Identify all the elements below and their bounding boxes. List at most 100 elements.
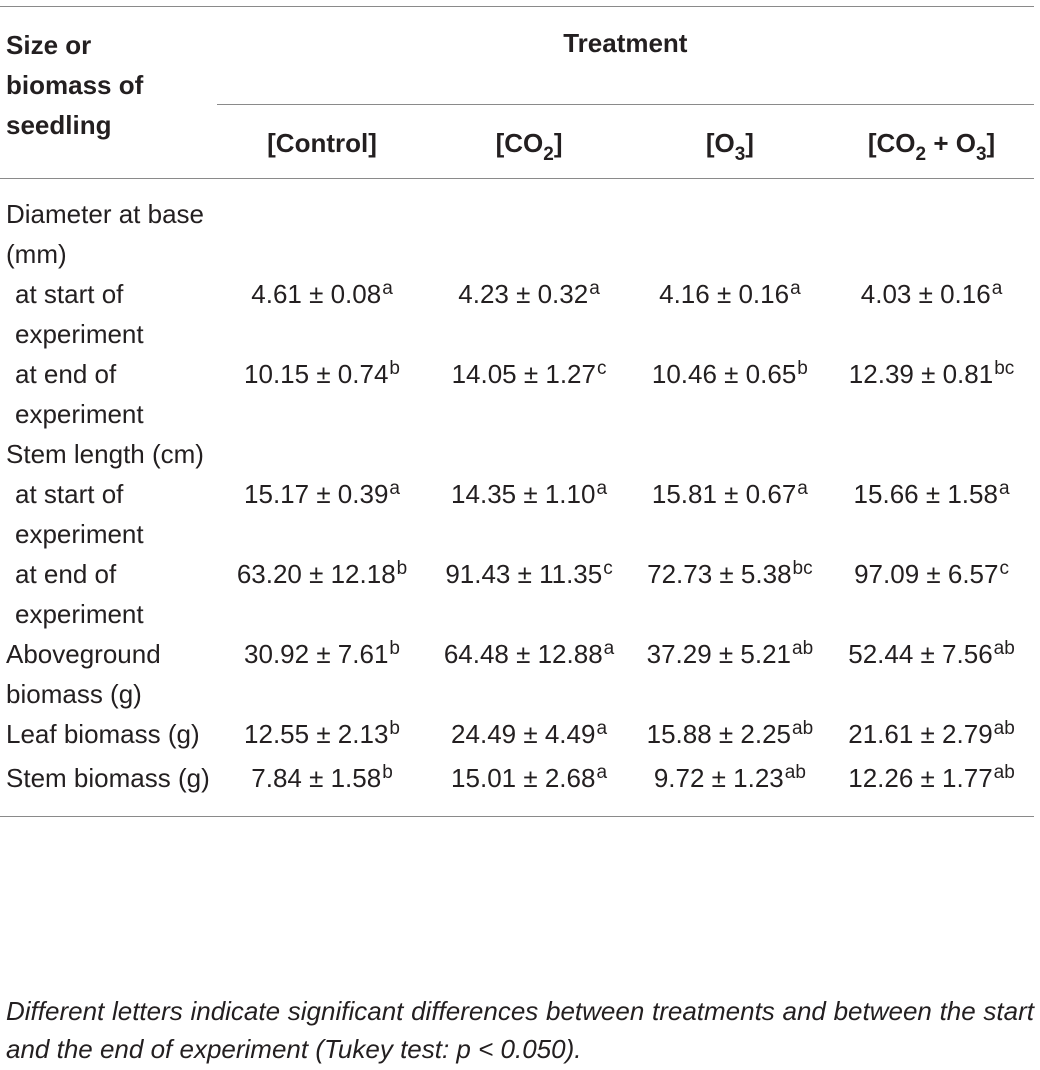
significance-letter: c: [596, 357, 607, 379]
row-label: at end of experiment: [15, 558, 144, 629]
significance-letter: a: [603, 637, 615, 659]
significance-letter: bc: [994, 357, 1015, 379]
table-row: Stem length (cm): [0, 434, 1034, 474]
subscript: 3: [734, 143, 746, 165]
value-cell: 15.17 ± 0.39a: [217, 474, 428, 554]
significance-letter: b: [382, 761, 393, 783]
value-cell: 63.20 ± 12.18b: [217, 554, 428, 634]
cell-value: 12.39 ± 0.81: [848, 358, 994, 389]
value-cell: 9.72 ± 1.23ab: [631, 758, 829, 817]
significance-letter: ab: [993, 637, 1015, 659]
table-row: at end of experiment 10.15 ± 0.74b 14.05 ±…: [0, 354, 1034, 434]
value-cell: 52.44 ± 7.56ab: [829, 634, 1034, 714]
value-cell: [829, 178, 1034, 274]
cell-value: 72.73 ± 5.38: [647, 558, 792, 589]
cell-value: 52.44 ± 7.56: [848, 638, 993, 669]
significance-letter: b: [396, 557, 408, 579]
row-header-label: Size or biomass of seedling: [6, 30, 144, 140]
row-label: Diameter at base (mm): [6, 198, 204, 269]
cell-value: 63.20 ± 12.18: [236, 558, 396, 589]
significance-letter: ab: [993, 717, 1015, 739]
value-cell: 15.81 ± 0.67a: [631, 474, 829, 554]
cell-value: 64.48 ± 12.88: [443, 638, 603, 669]
cell-value: 15.81 ± 0.67: [651, 478, 797, 509]
significance-letter: a: [596, 477, 608, 499]
significance-letter: b: [797, 357, 808, 379]
significance-letter: ab: [784, 761, 806, 783]
subscript: 2: [915, 143, 927, 165]
subscript: 3: [975, 143, 987, 165]
cell-value: 12.26 ± 1.77: [848, 762, 993, 793]
value-cell: 4.61 ± 0.08a: [217, 274, 428, 354]
value-cell: 4.16 ± 0.16a: [631, 274, 829, 354]
value-cell: [631, 178, 829, 274]
value-cell: [217, 434, 428, 474]
row-label: at start of experiment: [15, 478, 144, 549]
cell-value: 10.15 ± 0.74: [244, 358, 389, 389]
cell-value: 4.03 ± 0.16: [860, 278, 991, 309]
significance-letter: a: [596, 717, 608, 739]
value-cell: 10.46 ± 0.65b: [631, 354, 829, 434]
value-cell: 91.43 ± 11.35c: [427, 554, 630, 634]
value-cell: 14.35 ± 1.10a: [427, 474, 630, 554]
significance-letter: a: [797, 477, 808, 499]
column-header-3: [O3]: [630, 104, 830, 179]
value-cell: [217, 178, 428, 274]
column-header-label: [Control]: [267, 127, 377, 158]
significance-letter: b: [389, 637, 400, 659]
table-bottom-rule: [0, 815, 1034, 817]
column-header-text: [CO: [867, 127, 916, 158]
cell-value: 14.05 ± 1.27: [451, 358, 596, 389]
cell-value: 30.92 ± 7.61: [244, 638, 389, 669]
value-cell: 15.66 ± 1.58a: [829, 474, 1034, 554]
cell-value: 9.72 ± 1.23: [653, 762, 784, 793]
value-cell: [829, 434, 1034, 474]
significance-letter: a: [790, 277, 801, 299]
table-row: Aboveground biomass (g) 30.92 ± 7.61b 64.4…: [0, 634, 1034, 714]
significance-letter: bc: [792, 557, 813, 579]
significance-letter: c: [999, 557, 1009, 579]
cell-value: 15.01 ± 2.68: [451, 762, 596, 793]
significance-letter: ab: [792, 637, 814, 659]
row-label: Stem biomass (g): [6, 762, 210, 793]
table-row: Diameter at base (mm): [0, 178, 1034, 274]
significance-letter: c: [603, 557, 613, 579]
cell-value: 7.84 ± 1.58: [251, 762, 382, 793]
row-label: at start of experiment: [15, 278, 144, 349]
row-label: Leaf biomass (g): [6, 718, 200, 749]
value-cell: 4.23 ± 0.32a: [427, 274, 630, 354]
value-cell: 15.01 ± 2.68a: [427, 758, 630, 817]
column-header-text: [O: [705, 127, 735, 158]
row-label: Stem length (cm): [6, 438, 204, 469]
treatment-group-header: Treatment: [216, 7, 1034, 105]
cell-value: 97.09 ± 6.57: [854, 558, 999, 589]
value-cell: 21.61 ± 2.79ab: [829, 714, 1034, 758]
value-cell: 64.48 ± 12.88a: [427, 634, 630, 714]
table-body: Size or biomass of seedling Treatment [C…: [0, 6, 1034, 817]
cell-value: 37.29 ± 5.21: [646, 638, 791, 669]
value-cell: 30.92 ± 7.61b: [217, 634, 428, 714]
table-row: Stem biomass (g) 7.84 ± 1.58b 15.01 ± 2.68…: [0, 758, 1034, 817]
significance-letter: a: [589, 277, 600, 299]
significance-letter: a: [382, 277, 393, 299]
value-cell: 12.55 ± 2.13b: [217, 714, 428, 758]
table-row: Leaf biomass (g) 12.55 ± 2.13b 24.49 ± 4.4…: [0, 714, 1034, 758]
cell-value: 91.43 ± 11.35: [445, 558, 603, 589]
cell-value: 14.35 ± 1.10: [451, 478, 596, 509]
row-label: Aboveground biomass (g): [6, 638, 161, 709]
column-header-1: [Control]: [216, 104, 428, 179]
significance-letter: a: [991, 277, 1003, 299]
significance-letter: b: [389, 357, 400, 379]
column-header-2: [CO2]: [427, 104, 631, 179]
row-header-cell: Size or biomass of seedling: [0, 7, 217, 179]
cell-value: 4.23 ± 0.32: [458, 278, 589, 309]
value-cell: [427, 434, 630, 474]
significance-letter: ab: [993, 761, 1015, 783]
value-cell: 12.26 ± 1.77ab: [829, 758, 1034, 817]
column-header-text: + O: [926, 127, 976, 158]
column-header-text: ]: [986, 127, 996, 158]
cell-value: 4.16 ± 0.16: [659, 278, 790, 309]
cell-value: 10.46 ± 0.65: [651, 358, 797, 389]
header-row-columns: [Control] [CO2] [O3] [CO2 + O3]: [0, 104, 1034, 179]
value-cell: 72.73 ± 5.38bc: [631, 554, 829, 634]
